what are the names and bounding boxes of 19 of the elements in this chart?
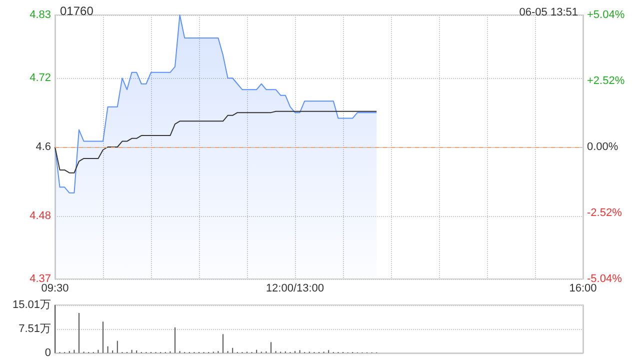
y-tick-label: 4.83 xyxy=(30,9,51,21)
x-tick-label: 12:00/13:00 xyxy=(266,282,324,294)
y-tick-label: 4.72 xyxy=(30,72,51,84)
chart-title: 01760 xyxy=(60,4,94,18)
y-tick-label: 15.01万 xyxy=(12,299,51,311)
x-tick-label: 09:30 xyxy=(41,282,69,294)
y2-tick-label: +2.52% xyxy=(587,75,625,87)
y2-tick-label: -5.04% xyxy=(587,273,622,285)
y-tick-label: 4.37 xyxy=(30,273,51,285)
line-series xyxy=(54,110,378,174)
y-tick-label: 0 xyxy=(44,347,51,359)
annotation: 06-05 13:51 xyxy=(519,6,578,18)
x-tick-label: 16:00 xyxy=(569,282,597,294)
y-tick-label: 4.48 xyxy=(30,210,51,222)
y2-tick-label: +5.04% xyxy=(587,9,625,21)
y2-tick-label: 0.00% xyxy=(587,141,618,153)
y2-tick-label: -2.52% xyxy=(587,207,622,219)
y-tick-label: 7.51万 xyxy=(18,322,51,335)
y-tick-label: 4.6 xyxy=(36,141,51,153)
